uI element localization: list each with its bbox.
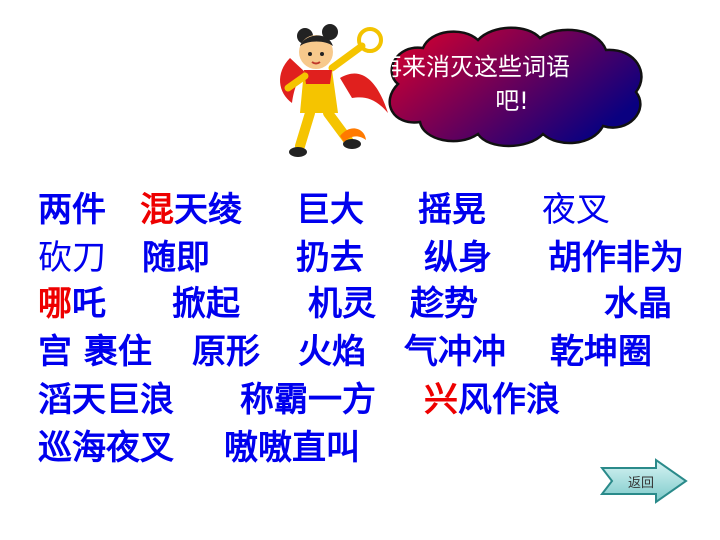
arrow-right-icon — [599, 458, 688, 504]
speech-line-1: 再来消灭这些词语 — [392, 53, 570, 81]
word-xingfengzuolang: 兴风作浪 — [424, 380, 560, 420]
nezha-mascot-icon — [280, 24, 388, 157]
word-gong-guozhu: 宫 裹住 — [38, 332, 152, 372]
word-nezha: 哪吒 — [38, 284, 106, 324]
word-suiji: 随即 — [142, 238, 210, 278]
word-kandao: 砍刀 — [38, 238, 106, 278]
word-yaohuang: 摇晃 — [418, 190, 486, 230]
word-liangjian: 两件 — [38, 190, 106, 230]
speech-text: 再来消灭这些词语 吧! — [392, 50, 632, 130]
highlight-char: 混 — [140, 190, 174, 230]
word-huntianling: 混天绫 — [140, 190, 242, 230]
word-xunhaiyecha: 巡海夜叉 — [38, 428, 174, 468]
word-zongshen: 纵身 — [424, 238, 492, 278]
speech-cloud — [388, 26, 643, 148]
back-button[interactable] — [598, 458, 690, 504]
word-yuanxing: 原形 — [192, 332, 260, 372]
word-qichongchong: 气冲冲 — [404, 332, 506, 372]
word-xianqi: 掀起 — [172, 284, 240, 324]
speech-line-2: 吧! — [495, 87, 529, 115]
word-taotianjulang: 滔天巨浪 — [38, 380, 174, 420]
word-rest: 天绫 — [174, 190, 242, 230]
word-huoyan: 火焰 — [298, 332, 366, 372]
back-button-label[interactable]: 返回 — [627, 476, 654, 491]
word-qiankunquan: 乾坤圈 — [550, 332, 652, 372]
highlight-char: 哪 — [38, 284, 72, 324]
word-chengbayifang: 称霸一方 — [240, 380, 376, 420]
word-rest: 吒 — [72, 284, 106, 324]
highlight-char: 兴 — [424, 380, 458, 420]
word-huzuofeiwei: 胡作非为 — [548, 238, 684, 278]
word-yecha: 夜叉 — [542, 190, 610, 230]
word-jiling: 机灵 — [308, 284, 376, 324]
word-chenshi: 趁势 — [410, 284, 478, 324]
word-rest: 风作浪 — [458, 380, 560, 420]
word-juda: 巨大 — [296, 190, 364, 230]
word-rengqu: 扔去 — [296, 238, 364, 278]
word-aoaozhijiao: 嗷嗷直叫 — [224, 428, 360, 468]
word-shuijing: 水晶 — [604, 284, 672, 324]
